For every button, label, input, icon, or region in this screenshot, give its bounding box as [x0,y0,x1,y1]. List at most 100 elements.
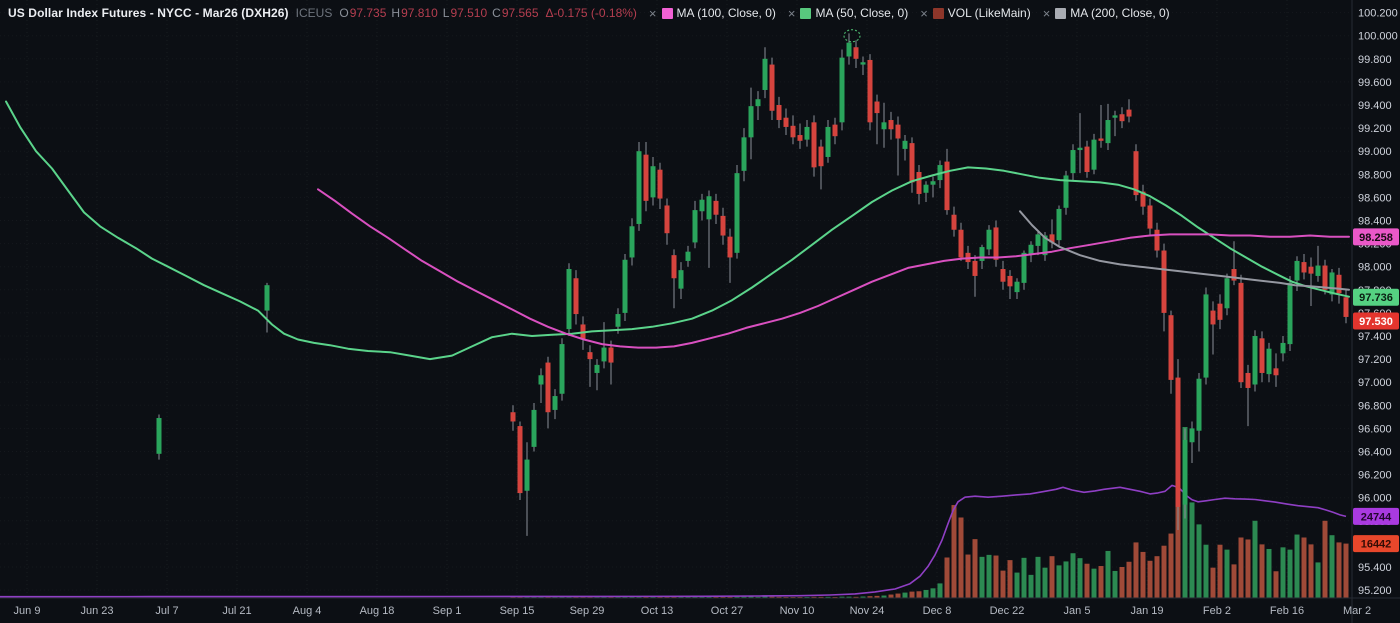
candle [636,141,642,231]
candle-body [909,143,915,183]
volume-bar [1154,556,1160,598]
time-tick-label: Dec 8 [923,605,952,617]
candle [510,405,516,431]
volume-bar [839,596,845,598]
volume-bar [1203,544,1209,598]
candle-body [510,412,516,422]
candle [811,115,817,177]
volume-bar [951,505,957,598]
time-tick-label: Jan 19 [1130,605,1163,617]
candle [559,338,565,401]
time-tick-label: Aug 4 [293,605,322,617]
legend-item-label[interactable]: MA (200, Close, 0) [1070,6,1170,20]
candle [1000,260,1006,290]
candle-body [650,166,656,198]
candle [517,421,523,501]
price-tick-label: 95.200 [1358,585,1392,597]
candle [930,176,936,198]
candle-body [860,62,866,65]
volume-bar [867,596,873,598]
candle [804,120,810,147]
time-tick-label: Mar 2 [1343,605,1371,617]
volume-bar [1238,537,1244,598]
low-label: L [442,6,450,20]
volume-swatch-icon [932,7,944,19]
candle [1112,110,1118,137]
open-label: O [339,6,349,20]
candle-body [671,255,677,279]
legend-item-label[interactable]: MA (100, Close, 0) [676,6,776,20]
candle [916,165,922,205]
candle-body [825,126,831,157]
candle-body [1280,342,1286,354]
candle-body [1140,191,1146,207]
candle [156,414,162,460]
candle [755,91,761,121]
candle [832,117,838,145]
ma-50-line [5,100,1350,361]
candle [657,162,663,209]
candle-body [951,214,957,230]
candle [895,116,901,176]
price-tick-label: 95.400 [1358,562,1392,574]
candle [1014,278,1020,300]
volume-bar [650,596,656,598]
price-tick-label: 99.200 [1358,123,1392,135]
candle-body [790,125,796,138]
candle-body [1294,260,1300,281]
candle [1252,330,1258,392]
volume-bar [762,596,768,598]
volume-bar [1077,558,1083,598]
candle-body [1203,294,1209,378]
candle [1119,107,1125,129]
candle [881,102,887,148]
candle-body [552,396,558,410]
volume-bar [734,596,740,598]
candle [790,115,796,145]
candle-body [657,169,663,199]
candle [874,94,880,145]
volume-bar [1329,535,1335,598]
remove-indicator-icon[interactable]: × [787,5,796,21]
candle-body [958,229,964,258]
remove-indicator-icon[interactable]: × [920,5,928,21]
candle [741,128,747,182]
remove-indicator-icon[interactable]: × [1042,5,1051,21]
volume-bar [1049,556,1055,598]
volume-bar [1266,548,1272,598]
candle [1196,372,1202,452]
candle-body [1147,205,1153,229]
volume-bar [1217,544,1223,598]
volume-bar [853,596,859,598]
candle [958,222,964,261]
volume-bar [1147,560,1153,598]
candle [1203,287,1209,385]
candle [524,442,530,536]
candle-body [685,251,691,261]
price-tick-label: 97.400 [1358,331,1392,343]
price-tick-label: 98.800 [1358,169,1392,181]
candle [1070,144,1076,181]
time-tick-label: Jun 9 [14,605,41,617]
time-axis[interactable]: Jun 9 Jun 23 Jul 7 Jul 21 Aug 4 Aug 18 Sep 1 Se… [14,605,1372,617]
legend-item-label[interactable]: MA (50, Close, 0) [815,6,909,20]
candle-body [1266,348,1272,375]
candle-body [629,226,635,258]
candle-body [1259,338,1265,373]
candle [867,54,873,131]
candle [1322,259,1328,295]
symbol-title[interactable]: US Dollar Index Futures - NYCC - Mar26 (… [8,6,289,20]
remove-indicator-icon[interactable]: × [648,5,657,21]
legend-item-label[interactable]: VOL (LikeMain) [947,6,1031,20]
high-value: 97.810 [401,6,438,20]
candle-body [531,409,537,447]
candle-body [1126,109,1132,117]
candle-body [545,362,551,413]
candle-body [559,344,565,394]
volume-bar [769,596,775,598]
candle-body [986,229,992,250]
candle-body [1238,282,1244,383]
candle [566,263,572,336]
candle [587,345,593,387]
